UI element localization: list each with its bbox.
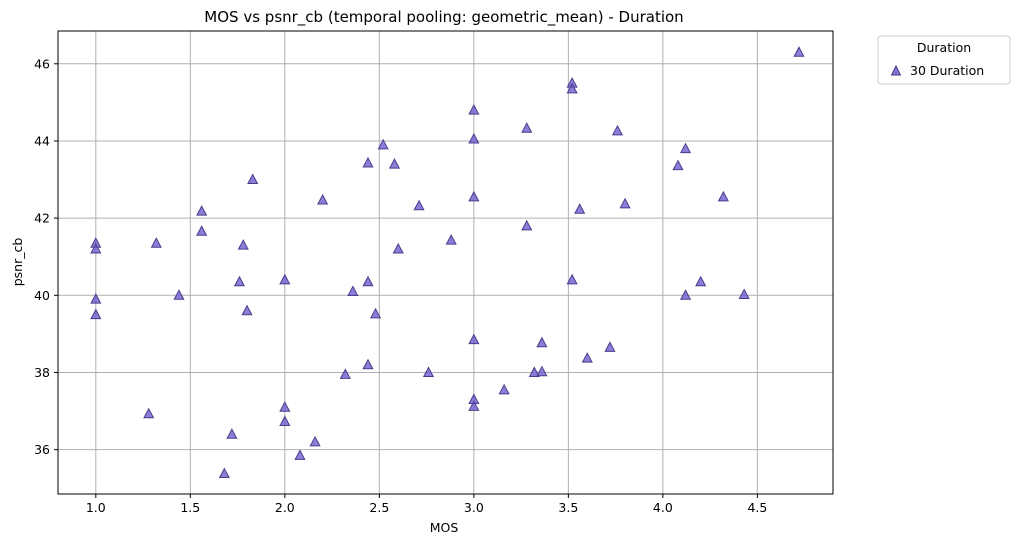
chart-title: MOS vs psnr_cb (temporal pooling: geomet… — [204, 8, 683, 27]
data-point — [521, 219, 533, 231]
data-point — [611, 124, 624, 136]
data-point — [90, 242, 102, 254]
y-axis-label: psnr_cb — [10, 238, 25, 287]
data-point — [173, 289, 185, 300]
data-point — [738, 288, 750, 300]
plot-frame — [57, 30, 834, 495]
x-tick-label: 3.5 — [558, 500, 578, 515]
legend-box — [877, 35, 1011, 85]
data-point — [279, 401, 291, 412]
data-point — [468, 333, 480, 345]
x-tick-label: 4.0 — [653, 500, 673, 515]
data-point — [90, 293, 102, 304]
y-tick-label: 40 — [34, 288, 50, 303]
data-point — [468, 104, 480, 115]
data-point — [619, 197, 631, 209]
data-point — [581, 352, 593, 363]
data-point — [717, 190, 729, 202]
data-point — [362, 275, 374, 287]
legend-marker-triangle — [890, 64, 902, 76]
data-point — [339, 368, 351, 379]
y-tick-label: 36 — [34, 442, 50, 457]
data-point — [294, 449, 306, 460]
data-point — [536, 336, 548, 348]
data-point — [237, 239, 249, 250]
data-point — [536, 365, 548, 377]
data-point — [445, 234, 457, 245]
data-point — [468, 190, 480, 202]
data-point — [679, 142, 692, 154]
data-points — [90, 46, 805, 479]
data-point — [90, 308, 102, 320]
data-point — [233, 275, 246, 287]
data-point — [309, 435, 321, 447]
data-point — [574, 203, 586, 214]
y-tick-label: 38 — [34, 365, 50, 380]
x-tick-label: 1.5 — [180, 500, 200, 515]
data-point — [347, 285, 359, 296]
data-point — [468, 132, 480, 144]
data-point — [279, 415, 291, 426]
y-axis-ticks: 36 38 40 42 44 46 — [34, 56, 58, 457]
data-point — [521, 122, 533, 133]
legend-title: Duration — [917, 40, 971, 55]
data-point — [392, 242, 404, 254]
x-tick-label: 2.0 — [275, 500, 295, 515]
data-point — [566, 273, 578, 285]
data-point — [388, 158, 401, 169]
x-tick-label: 3.0 — [464, 500, 484, 515]
x-tick-label: 4.5 — [747, 500, 767, 515]
data-point — [528, 366, 540, 377]
data-point — [377, 138, 389, 150]
y-tick-label: 44 — [34, 133, 50, 148]
data-point — [369, 307, 382, 319]
data-point — [498, 383, 510, 395]
data-point — [143, 407, 155, 419]
x-axis-ticks: 1.0 1.5 2.0 2.5 3.0 3.5 4.0 4.5 — [86, 494, 767, 515]
data-point — [413, 199, 425, 211]
data-point — [695, 275, 707, 287]
data-point — [247, 173, 259, 185]
x-axis-label: MOS — [430, 520, 459, 535]
grid — [58, 31, 833, 494]
data-point — [196, 205, 208, 216]
x-tick-label: 2.5 — [369, 500, 389, 515]
data-point — [317, 193, 329, 205]
data-point — [793, 46, 805, 57]
data-point — [218, 467, 230, 479]
y-tick-label: 46 — [34, 56, 50, 71]
data-point — [362, 358, 374, 370]
data-point — [241, 304, 253, 316]
data-point — [362, 156, 374, 168]
legend-entry-label: 30 Duration — [910, 63, 984, 78]
y-tick-label: 42 — [34, 211, 50, 226]
data-point — [196, 225, 208, 236]
x-tick-label: 1.0 — [86, 500, 106, 515]
data-point — [150, 237, 162, 248]
data-point — [566, 82, 578, 94]
data-point — [672, 159, 684, 171]
data-point — [279, 273, 291, 285]
data-point — [226, 428, 238, 439]
legend: Duration 30 Duration — [877, 35, 1011, 85]
data-point — [422, 366, 435, 377]
data-point — [468, 400, 480, 411]
data-point — [679, 289, 692, 300]
data-point — [604, 341, 616, 352]
